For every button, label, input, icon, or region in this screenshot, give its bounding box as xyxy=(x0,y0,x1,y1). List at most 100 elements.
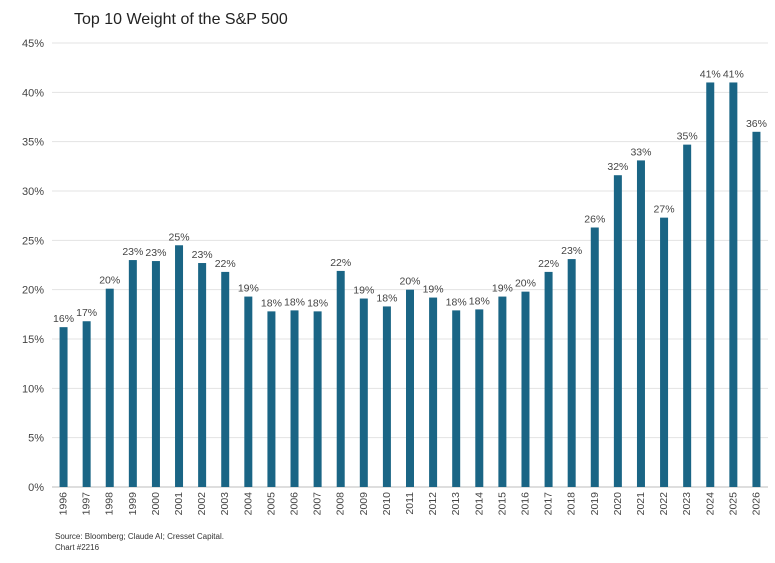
data-label: 23% xyxy=(145,247,166,259)
data-label: 23% xyxy=(561,245,582,257)
bar xyxy=(82,321,91,487)
x-tick-label: 2015 xyxy=(496,492,508,516)
data-label: 19% xyxy=(423,284,444,296)
x-tick-label: 1996 xyxy=(58,492,70,516)
x-tick-label: 2013 xyxy=(450,492,462,516)
x-tick-label: 2018 xyxy=(566,492,578,516)
x-tick-label: 1999 xyxy=(127,492,139,516)
bar xyxy=(498,296,507,487)
bar xyxy=(313,311,322,487)
x-tick-label: 2009 xyxy=(358,492,370,516)
data-label: 18% xyxy=(469,295,490,307)
data-label: 25% xyxy=(169,231,190,243)
bar xyxy=(590,227,599,488)
bar xyxy=(175,245,184,487)
data-label: 22% xyxy=(538,258,559,270)
x-tick-label: 1998 xyxy=(104,492,116,516)
bar xyxy=(359,298,368,487)
bar xyxy=(198,263,207,487)
bar xyxy=(221,271,230,487)
y-tick-label: 5% xyxy=(28,433,44,445)
chart-title: Top 10 Weight of the S&P 500 xyxy=(74,11,288,28)
y-tick-label: 10% xyxy=(22,383,44,395)
bar xyxy=(752,131,761,488)
y-tick-label: 20% xyxy=(22,285,44,297)
x-tick-label: 2017 xyxy=(543,492,555,516)
data-label: 22% xyxy=(330,257,351,269)
x-tick-label: 2006 xyxy=(289,492,301,516)
x-tick-label: 2020 xyxy=(612,492,624,516)
bar xyxy=(567,259,576,487)
bar xyxy=(267,311,276,487)
data-label: 18% xyxy=(284,296,305,308)
data-label: 20% xyxy=(399,276,420,288)
bar xyxy=(475,309,484,487)
bar xyxy=(151,261,160,487)
data-label: 23% xyxy=(122,246,143,258)
data-label: 27% xyxy=(654,204,675,216)
data-label: 18% xyxy=(307,297,328,309)
x-tick-label: 2008 xyxy=(335,492,347,516)
x-tick-label: 2010 xyxy=(381,492,393,516)
source-note: Source: Bloomberg; Claude AI; Cresset Ca… xyxy=(55,532,224,541)
data-label: 41% xyxy=(700,68,721,80)
data-label: 19% xyxy=(238,283,259,295)
x-tick-label: 2005 xyxy=(265,492,277,516)
data-label: 35% xyxy=(677,131,698,143)
x-tick-label: 2021 xyxy=(635,492,647,516)
bar xyxy=(521,291,530,487)
bar xyxy=(128,260,137,487)
bar xyxy=(683,144,692,488)
bar xyxy=(613,175,622,488)
x-tick-label: 2016 xyxy=(519,492,531,516)
x-tick-label: 2023 xyxy=(681,492,693,516)
data-label: 36% xyxy=(746,118,767,130)
bar xyxy=(244,296,253,487)
x-tick-label: 2022 xyxy=(658,492,670,516)
x-tick-label: 1997 xyxy=(81,492,93,516)
bar xyxy=(660,217,669,487)
y-tick-label: 15% xyxy=(22,334,44,346)
bar xyxy=(544,271,553,487)
bar xyxy=(336,270,345,487)
bar xyxy=(452,310,461,487)
x-tick-label: 2019 xyxy=(589,492,601,516)
bar xyxy=(636,160,645,487)
data-label: 41% xyxy=(723,68,744,80)
y-tick-label: 35% xyxy=(22,137,44,149)
data-label: 20% xyxy=(515,278,536,290)
y-tick-label: 40% xyxy=(22,87,44,99)
x-tick-label: 2000 xyxy=(150,492,162,516)
y-tick-label: 30% xyxy=(22,186,44,198)
bar xyxy=(290,310,299,487)
data-label: 33% xyxy=(630,146,651,158)
data-label: 32% xyxy=(607,161,628,173)
x-tick-label: 2002 xyxy=(196,492,208,516)
data-label: 20% xyxy=(99,275,120,287)
bar xyxy=(729,82,738,487)
y-tick-label: 0% xyxy=(28,482,44,494)
x-tick-label: 2026 xyxy=(750,492,762,516)
bar xyxy=(706,82,715,487)
x-tick-label: 2011 xyxy=(404,492,416,515)
x-tick-label: 2014 xyxy=(473,492,485,516)
x-tick-label: 2003 xyxy=(219,492,231,516)
y-tick-label: 45% xyxy=(22,38,44,50)
data-label: 23% xyxy=(192,249,213,261)
data-label: 19% xyxy=(492,283,513,295)
y-tick-label: 25% xyxy=(22,235,44,247)
x-tick-label: 2024 xyxy=(704,492,716,516)
data-label: 26% xyxy=(584,214,605,226)
data-label: 18% xyxy=(446,296,467,308)
data-label: 17% xyxy=(76,307,97,319)
data-label: 18% xyxy=(261,297,282,309)
bar xyxy=(382,306,391,487)
x-tick-label: 2007 xyxy=(312,492,324,516)
bar xyxy=(429,297,438,487)
data-label: 19% xyxy=(353,285,374,297)
bar xyxy=(406,289,414,487)
x-tick-label: 2001 xyxy=(173,492,185,516)
data-label: 16% xyxy=(53,313,74,325)
